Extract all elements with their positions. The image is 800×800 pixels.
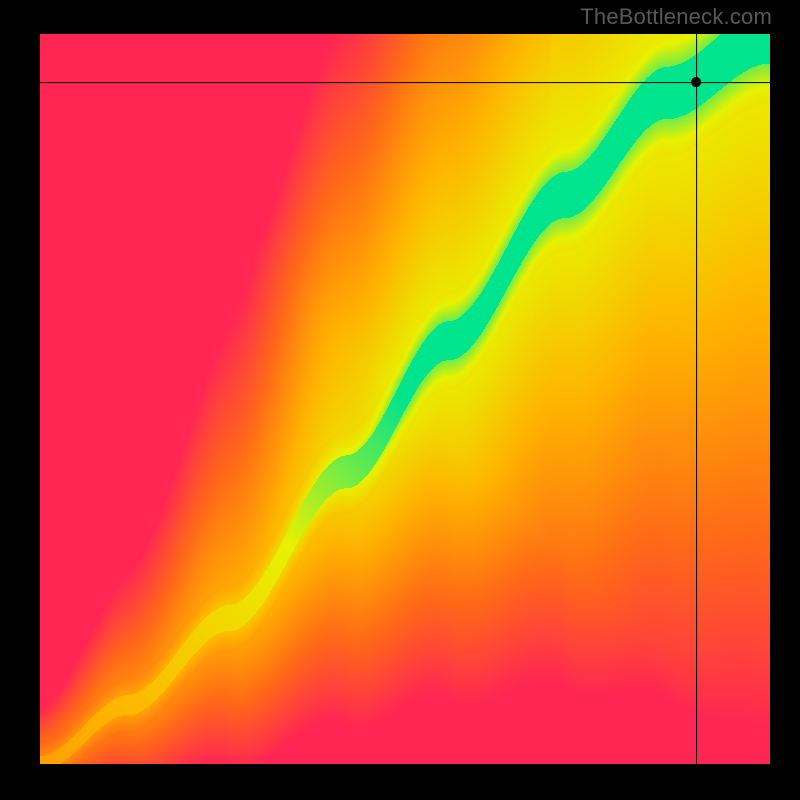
watermark-text: TheBottleneck.com [580, 4, 772, 30]
plot-area [40, 34, 770, 764]
heatmap-canvas [40, 34, 770, 764]
chart-container: TheBottleneck.com [0, 0, 800, 800]
